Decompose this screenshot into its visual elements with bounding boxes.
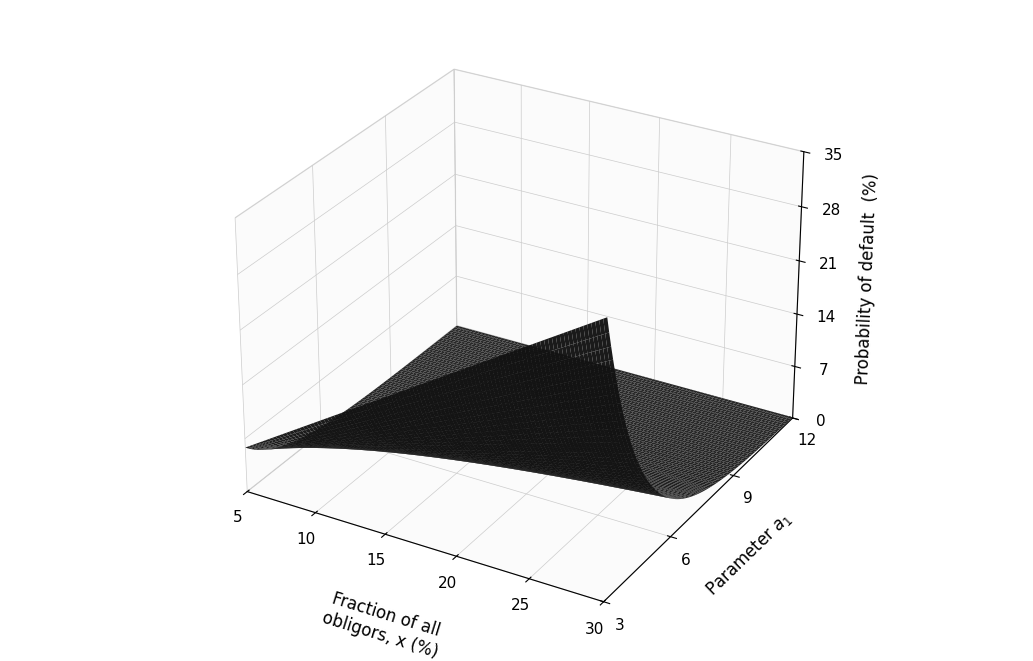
- X-axis label: Fraction of all
obligors, x (%): Fraction of all obligors, x (%): [320, 588, 446, 661]
- Y-axis label: Parameter $a_1$: Parameter $a_1$: [702, 508, 795, 600]
